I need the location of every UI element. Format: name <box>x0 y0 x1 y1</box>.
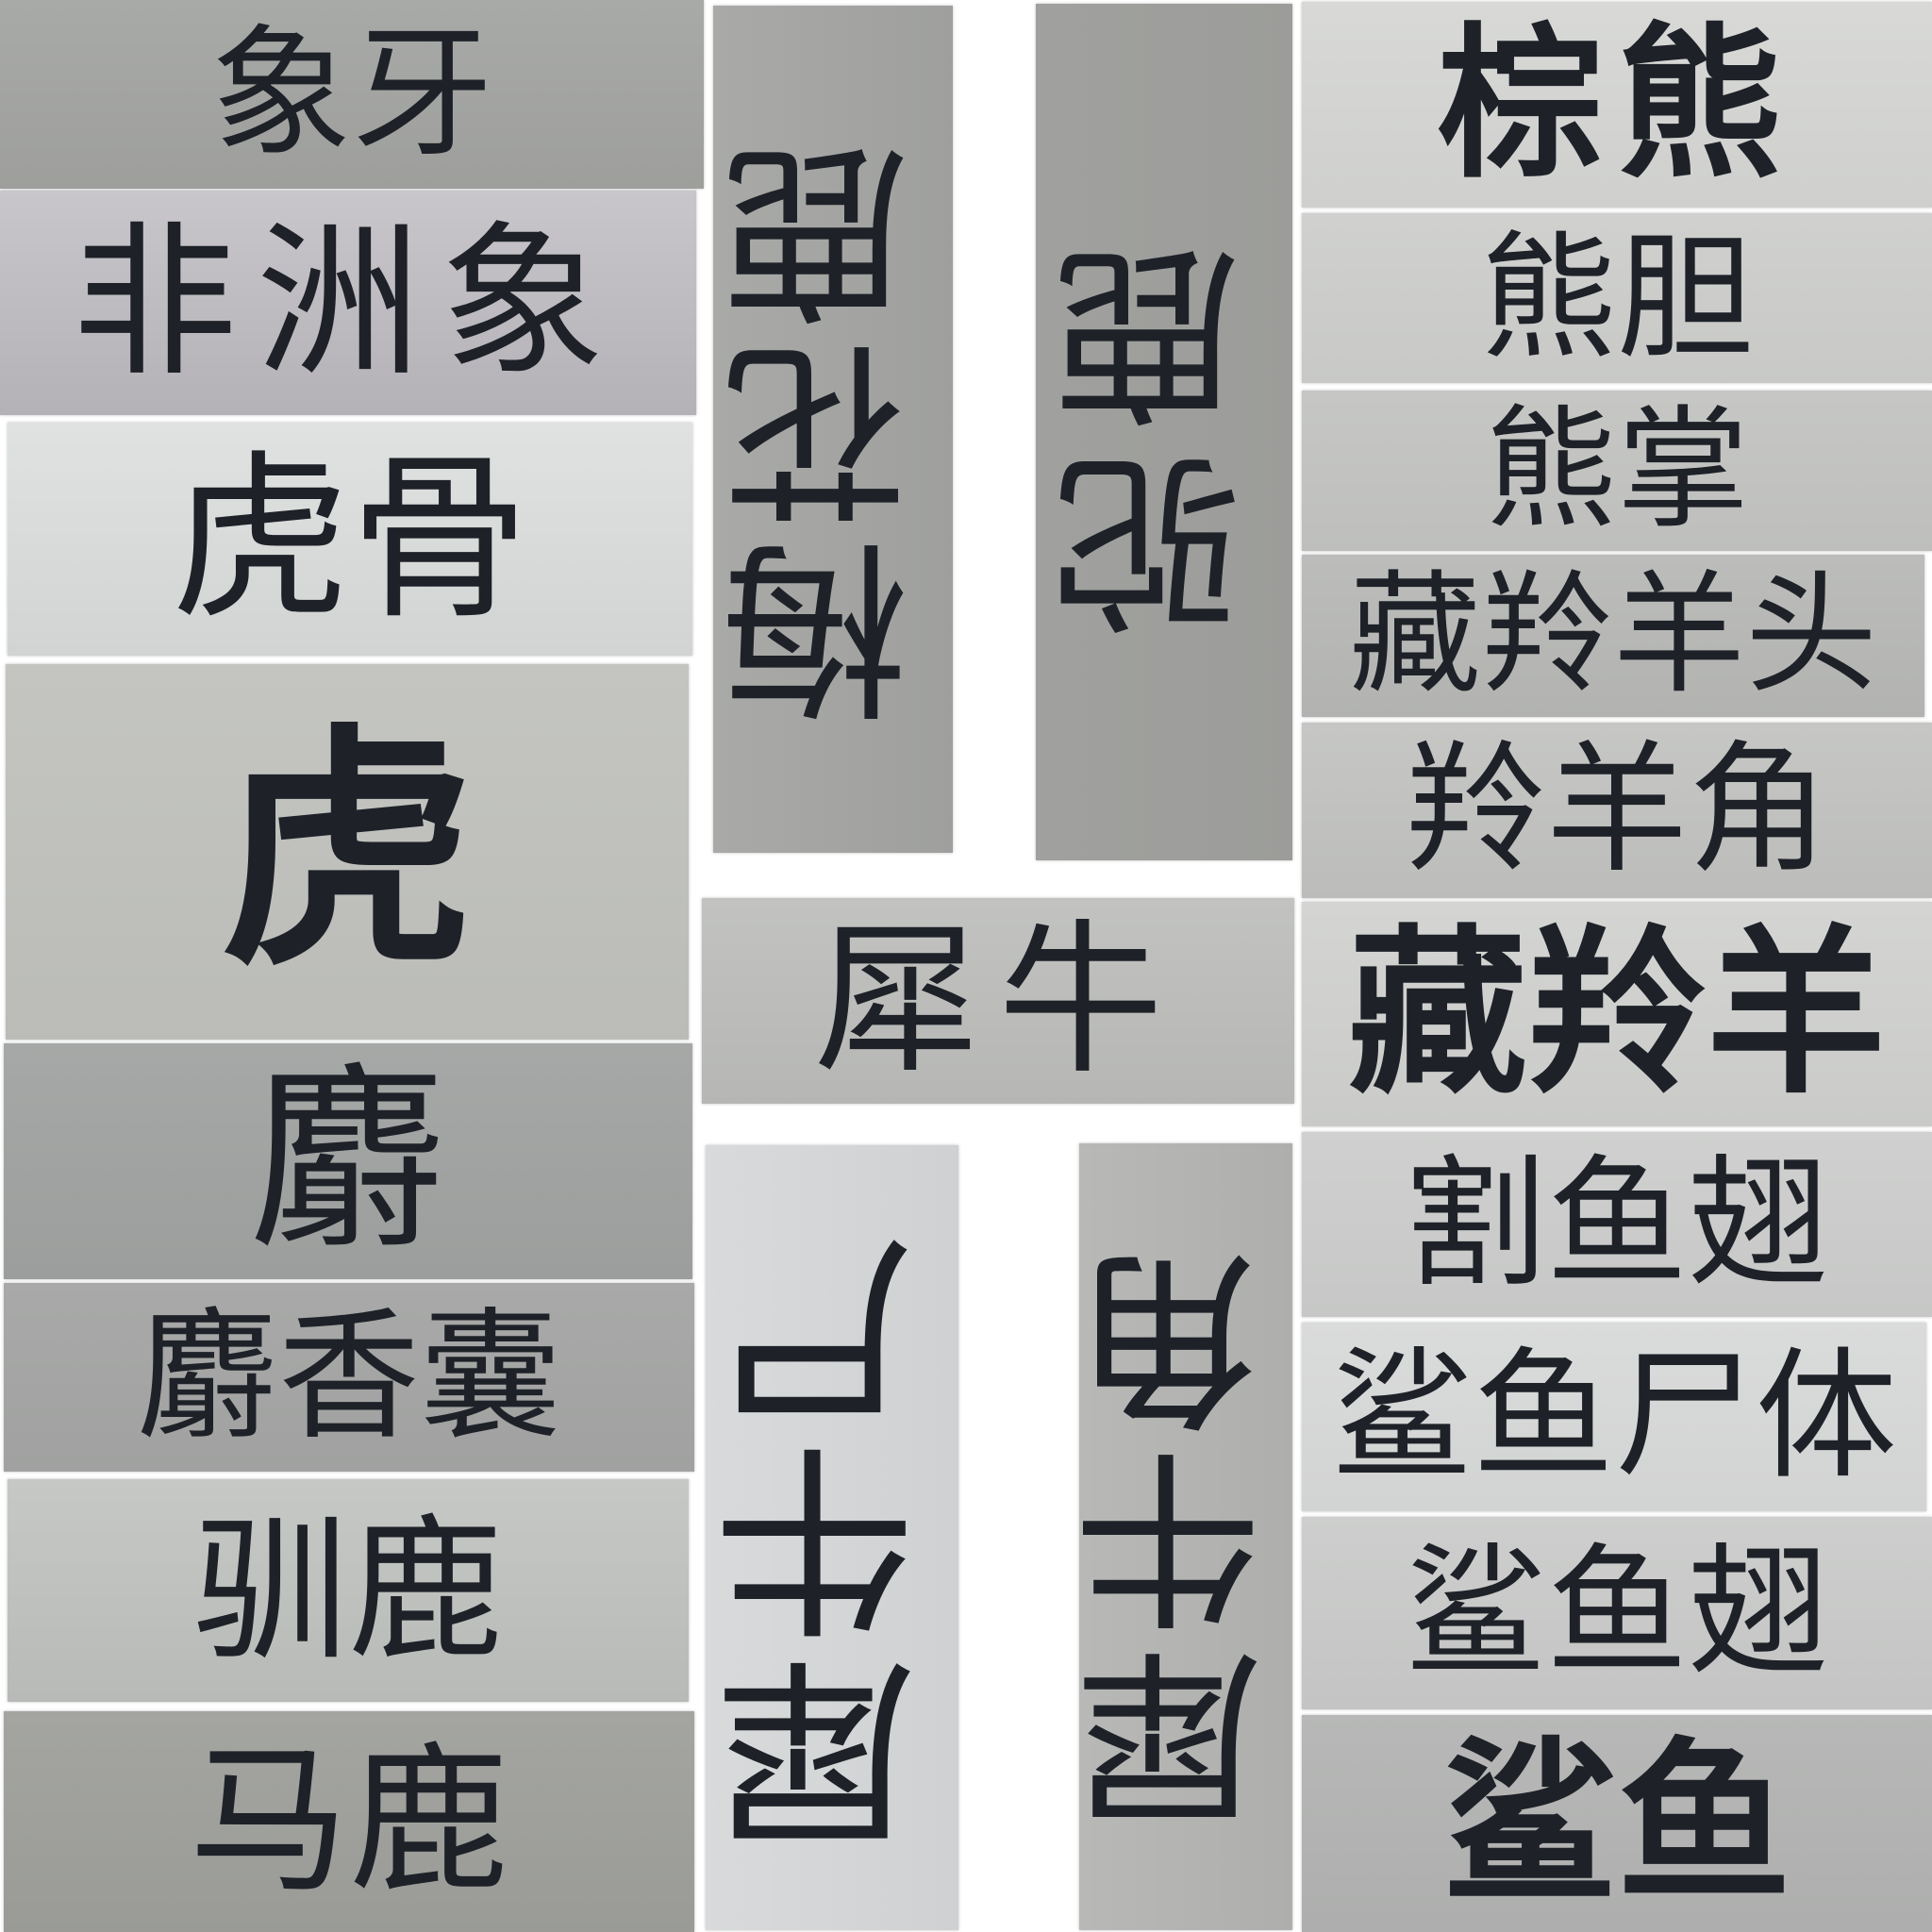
label-reindeer: 驯鹿 <box>8 1479 689 1702</box>
label-rhino-hind-text: 犀牛尸 <box>713 1219 951 1857</box>
label-red-deer-text: 马鹿 <box>188 1728 509 1915</box>
label-cut-shark-fin-text: 割鱼翅 <box>1404 1142 1829 1307</box>
label-pere-david-deer: 驼鹿 <box>1036 4 1292 860</box>
label-sika-deer-text: 梅花鹿 <box>723 132 942 726</box>
label-rhino-hind: 犀牛尸 <box>706 1145 958 1930</box>
label-antelope-horn-text: 羚羊角 <box>1404 728 1829 892</box>
label-shark-carcass-text: 鲨鱼尸体 <box>1330 1335 1897 1499</box>
label-bear-paw: 熊掌 <box>1302 391 1932 551</box>
label-tibetan-antelope-head-text: 藏羚羊头 <box>1348 558 1877 712</box>
label-brown-bear-text: 棕熊 <box>1438 8 1796 201</box>
label-rhino-horn-text: 犀牛角 <box>1079 1240 1292 1834</box>
label-shark-fin: 鲨鱼翅 <box>1302 1517 1932 1709</box>
label-bear-bile: 熊胆 <box>1302 213 1932 383</box>
label-brown-bear: 棕熊 <box>1302 2 1932 208</box>
label-tiger-bone-text: 虎骨 <box>170 434 529 643</box>
label-musk-deer-text: 麝 <box>248 1045 447 1276</box>
label-musk-pod: 麝香囊 <box>4 1283 694 1472</box>
label-shark-text: 鲨鱼 <box>1442 1721 1791 1925</box>
label-tiger: 虎 <box>6 664 689 1040</box>
label-rhinoceros: 犀牛 <box>702 898 1294 1104</box>
label-rhinoceros-text: 犀牛 <box>814 905 1182 1097</box>
label-shark: 鲨鱼 <box>1302 1715 1932 1932</box>
label-tibetan-antelope-head: 藏羚羊头 <box>1302 555 1924 717</box>
label-antelope-horn: 羚羊角 <box>1302 723 1932 898</box>
label-pere-david-deer-text: 驼鹿 <box>1054 225 1274 640</box>
label-rhino-horn: 犀牛角 <box>1079 1143 1292 1930</box>
label-sika-deer: 梅花鹿 <box>713 6 953 853</box>
label-shark-carcass: 鲨鱼尸体 <box>1302 1323 1926 1511</box>
label-tibetan-antelope: 藏羚羊 <box>1302 902 1932 1126</box>
label-bear-paw-text: 熊掌 <box>1484 393 1749 547</box>
label-tibetan-antelope-text: 藏羚羊 <box>1347 909 1886 1118</box>
label-musk-deer: 麝 <box>4 1043 692 1279</box>
label-tiger-bone: 虎骨 <box>8 423 692 656</box>
label-reindeer-text: 驯鹿 <box>192 1499 504 1681</box>
label-red-deer: 马鹿 <box>4 1711 694 1932</box>
label-tiger-text: 虎 <box>220 703 475 1000</box>
label-african-elephant-text: 非洲象 <box>72 207 625 399</box>
label-african-elephant: 非洲象 <box>0 191 696 415</box>
label-bear-bile-text: 熊胆 <box>1480 218 1754 378</box>
label-musk-pod-text: 麝香囊 <box>136 1295 561 1459</box>
label-ivory-text: 象牙 <box>209 12 493 176</box>
label-ivory: 象牙 <box>0 0 704 189</box>
label-cut-shark-fin: 割鱼翅 <box>1302 1132 1932 1317</box>
label-shark-fin-text: 鲨鱼翅 <box>1404 1531 1829 1695</box>
